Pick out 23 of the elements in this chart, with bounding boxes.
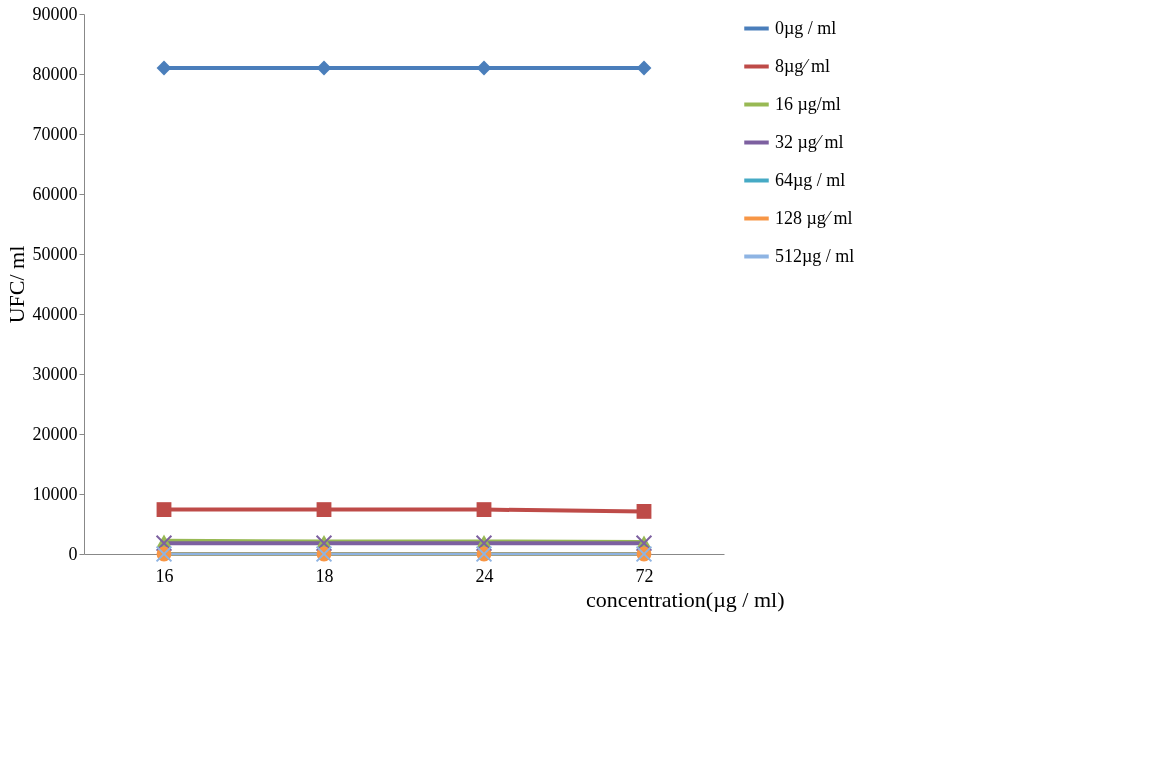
- x-tick-label: 72: [635, 565, 654, 586]
- x-tick-label: 16: [155, 565, 174, 586]
- y-tick-label: 40000: [32, 303, 78, 324]
- legend-label: 0µg / ml: [775, 17, 837, 38]
- y-tick-label: 0: [68, 543, 78, 564]
- y-tick-label: 90000: [32, 3, 78, 24]
- y-tick-label: 70000: [32, 123, 78, 144]
- legend-label: 512µg / ml: [775, 245, 855, 266]
- y-tick-label: 10000: [32, 483, 78, 504]
- x-tick-label: 18: [315, 565, 334, 586]
- y-tick-label: 60000: [32, 183, 78, 204]
- legend-label: 128 µg⁄ ml: [775, 207, 853, 228]
- x-tick-label: 24: [475, 565, 494, 586]
- legend-label: 16 µg/ml: [775, 93, 841, 114]
- y-tick-label: 20000: [32, 423, 78, 444]
- y-tick-label: 30000: [32, 363, 78, 384]
- y-tick-label: 80000: [32, 63, 78, 84]
- legend-label: 8µg⁄ ml: [775, 55, 830, 76]
- y-axis-title: UFC/ ml: [3, 245, 29, 324]
- y-tick-label: 50000: [32, 243, 78, 264]
- x-axis-title: concentration(µg / ml): [586, 586, 785, 612]
- legend-label: 32 µg⁄ ml: [775, 131, 844, 152]
- legend-label: 64µg / ml: [775, 169, 846, 190]
